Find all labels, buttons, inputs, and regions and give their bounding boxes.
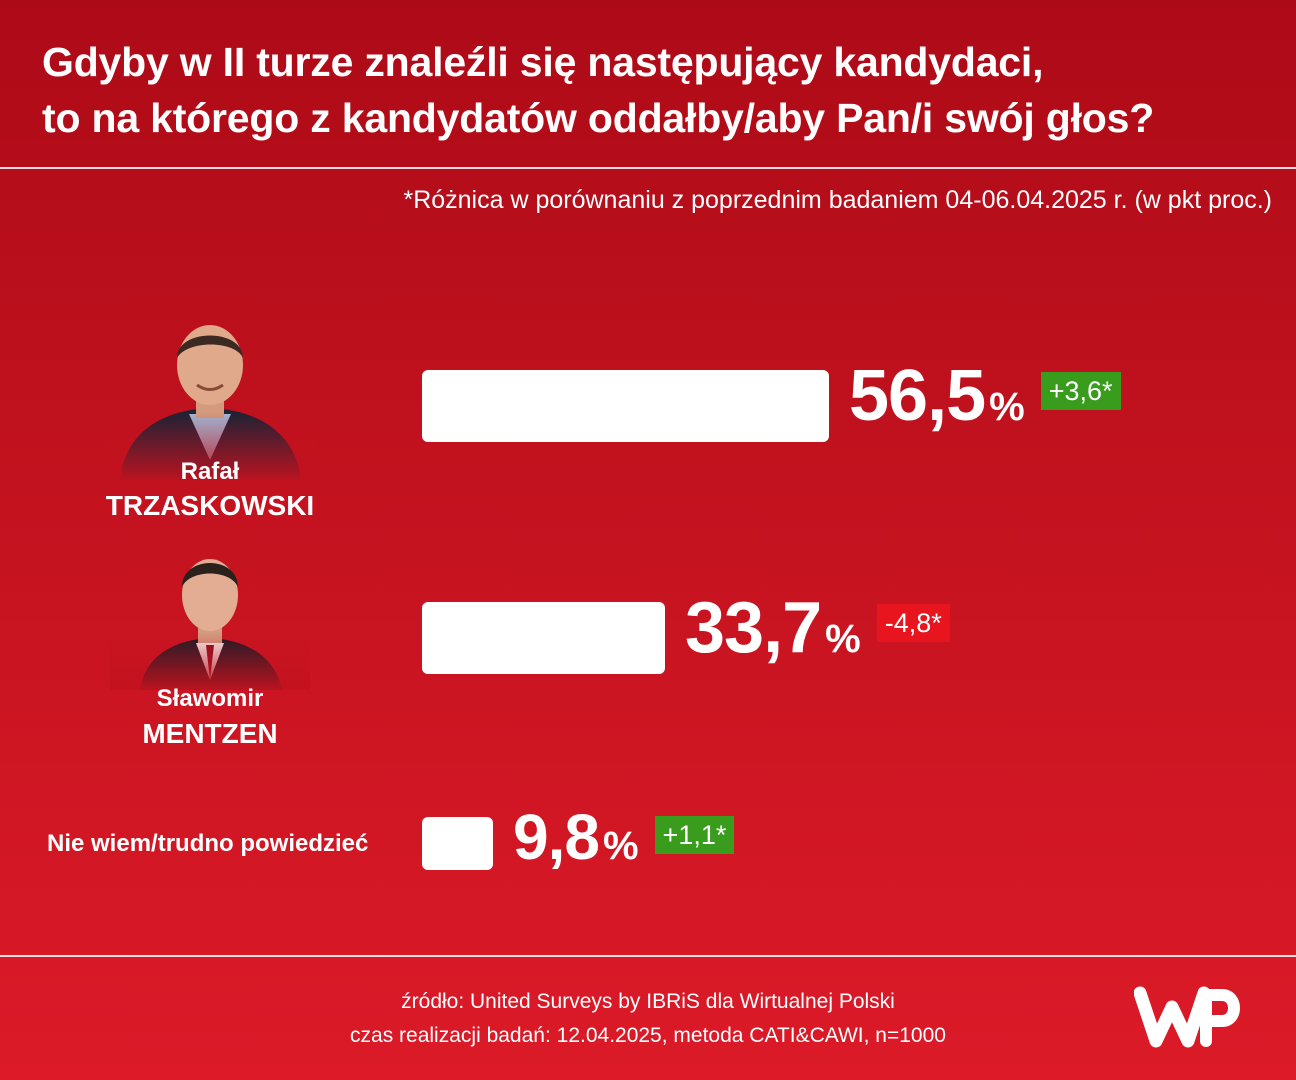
- bottom-divider: [0, 955, 1296, 957]
- source-line: źródło: United Surveys by IBRiS dla Wirt…: [401, 990, 895, 1013]
- chart-title: Gdyby w II turze znaleźli się następując…: [42, 34, 1272, 146]
- percent-sign: %: [825, 617, 861, 661]
- candidate-first-name: Rafał: [180, 458, 240, 485]
- change-badge-trzaskowski: +3,6*: [1040, 372, 1121, 410]
- portrait-photo-icon: [105, 310, 315, 480]
- method-line: czas realizacji badań: 12.04.2025, metod…: [350, 1024, 946, 1047]
- value-number: 9,8: [513, 801, 600, 873]
- bar-mentzen: [422, 602, 665, 674]
- candidate-trzaskowski: Rafał TRZASKOWSKI: [95, 310, 325, 525]
- candidate-mentzen: Sławomir MENTZEN: [95, 545, 325, 760]
- candidate-first-name: Sławomir: [156, 685, 264, 712]
- percent-sign: %: [989, 385, 1025, 429]
- bar-trzaskowski: [422, 370, 829, 442]
- change-badge-undecided: +1,1*: [654, 816, 735, 854]
- change-badge-mentzen: -4,8*: [876, 604, 950, 642]
- value-label-undecided: 9,8%: [513, 800, 639, 874]
- value-number: 33,7: [685, 588, 822, 668]
- bar-undecided: [422, 817, 493, 870]
- candidate-last-name: MENTZEN: [142, 718, 278, 749]
- percent-sign: %: [602, 824, 639, 868]
- wp-logo-icon: [1133, 985, 1244, 1051]
- title-line-1: Gdyby w II turze znaleźli się następując…: [42, 39, 1044, 85]
- title-line-2: to na którego z kandydatów oddałby/aby P…: [42, 95, 1155, 141]
- undecided-label: Nie wiem/trudno powiedzieć: [47, 830, 369, 857]
- candidate-last-name: TRZASKOWSKI: [105, 490, 315, 521]
- portrait-photo-icon: [110, 545, 310, 690]
- value-label-mentzen: 33,7%: [685, 587, 861, 669]
- value-label-trzaskowski: 56,5%: [849, 355, 1025, 437]
- value-number: 56,5: [849, 356, 986, 436]
- top-divider: [0, 167, 1296, 169]
- comparison-note: *Różnica w porównaniu z poprzednim badan…: [403, 186, 1272, 214]
